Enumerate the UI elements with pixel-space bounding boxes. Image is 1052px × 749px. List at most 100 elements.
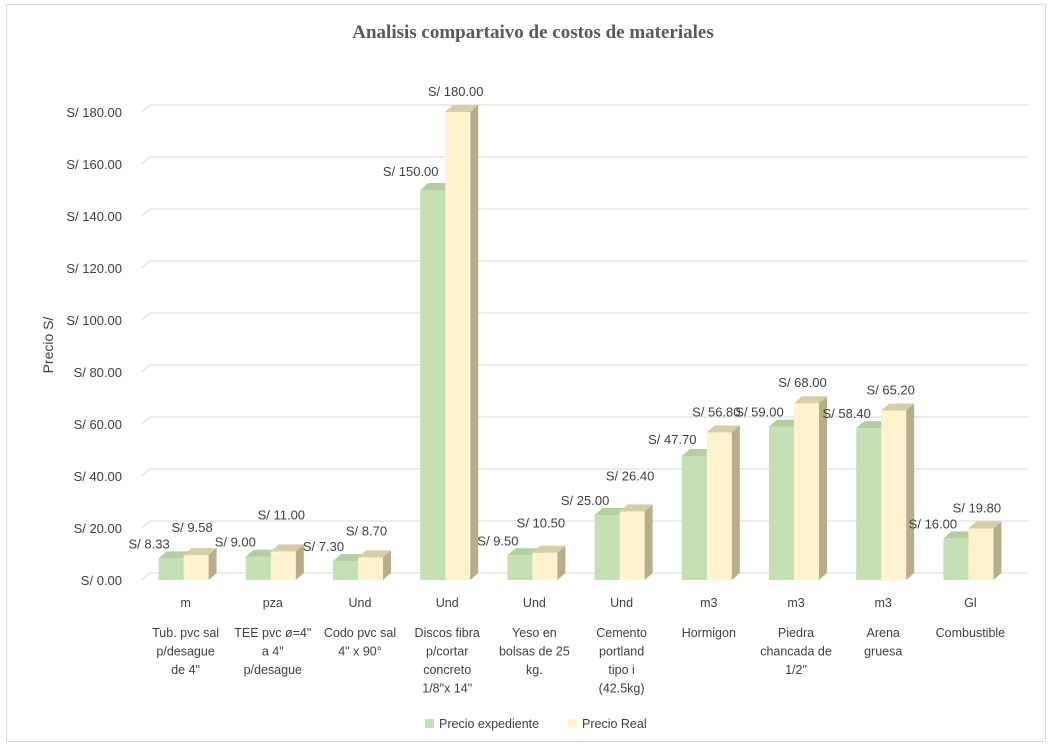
bar — [619, 511, 645, 580]
bar — [333, 561, 358, 580]
gridline-edge — [141, 416, 151, 425]
x-category-label: chancada de — [760, 645, 832, 659]
legend-label: Precio expediente — [439, 717, 539, 731]
legend-swatch — [425, 719, 434, 728]
x-unit-label: m — [180, 596, 190, 610]
bar-side — [557, 545, 566, 580]
x-category-label: Piedra — [778, 626, 814, 640]
x-category-label: p/desague — [244, 663, 302, 677]
data-label: S/ 68.00 — [778, 375, 826, 390]
bar-top — [943, 531, 977, 539]
bar-top — [158, 551, 192, 559]
data-label: S/ 65.20 — [866, 382, 914, 397]
bar — [183, 555, 209, 580]
bar-top — [881, 403, 915, 411]
bar-side — [644, 504, 653, 580]
bar — [681, 455, 707, 580]
x-category-label: tipo i — [608, 663, 634, 677]
bar-top — [420, 183, 454, 190]
bar — [445, 112, 471, 580]
bar-top — [968, 521, 1002, 529]
y-tick-label: S/ 80.00 — [74, 365, 122, 380]
bar — [420, 190, 446, 580]
gridline-edge — [141, 156, 151, 165]
data-label: S/ 7.30 — [303, 539, 344, 554]
data-label: S/ 11.00 — [258, 507, 305, 522]
bar — [856, 428, 882, 580]
bar-side — [383, 550, 391, 580]
data-label: S/ 25.00 — [561, 493, 609, 508]
gridline-edge — [141, 260, 151, 269]
bar-top — [183, 548, 217, 556]
bar-top — [333, 554, 366, 562]
chart-area — [6, 4, 1046, 742]
x-category-label: 1/2" — [785, 663, 807, 677]
x-unit-label: Und — [349, 596, 372, 610]
bar-top — [769, 419, 802, 427]
y-tick-label: S/ 60.00 — [74, 417, 122, 432]
x-category-label: de 4" — [171, 663, 200, 677]
x-axis-categories: m Tub. pvc sal p/desague de 4" pza TEE pvc ø=… — [152, 596, 1005, 696]
bar-top — [270, 544, 304, 552]
data-label: S/ 9.58 — [171, 520, 212, 535]
x-unit-label: Gl — [964, 596, 977, 610]
bar-side — [993, 521, 1002, 580]
x-category-label: kg. — [526, 663, 543, 677]
bar — [769, 426, 794, 580]
bar — [532, 552, 558, 580]
bar — [968, 528, 994, 580]
bar-top — [794, 396, 827, 404]
x-category-label: Combustible — [936, 626, 1006, 640]
x-category-label: p/desague — [156, 645, 214, 659]
bar — [270, 551, 296, 580]
x-category-label: Arena — [867, 626, 900, 640]
data-label: S/ 19.80 — [953, 501, 1001, 516]
x-category-label: Tub. pvc sal — [152, 626, 219, 640]
x-unit-label: pza — [263, 596, 283, 610]
y-tick-label: S/ 120.00 — [66, 261, 122, 276]
data-label: S/ 9.50 — [477, 533, 518, 548]
data-label: S/ 180.00 — [428, 84, 484, 99]
gridline-edge — [141, 572, 151, 581]
x-category-label: Hormigon — [682, 626, 736, 640]
y-tick-label: S/ 140.00 — [66, 209, 122, 224]
bar — [507, 555, 533, 580]
data-label: S/ 16.00 — [909, 516, 957, 531]
bar — [706, 432, 732, 580]
x-category-label: 4" x 90° — [338, 645, 382, 659]
bar — [245, 556, 271, 580]
gridline-edge — [141, 104, 151, 113]
y-tick-label: S/ 20.00 — [74, 521, 122, 536]
x-category-label: bolsas de 25 — [499, 645, 570, 659]
gridline-edge — [141, 312, 151, 321]
data-label: S/ 58.40 — [822, 406, 870, 421]
bar-top — [594, 508, 628, 515]
y-tick-label: S/ 180.00 — [66, 105, 122, 120]
data-label: S/ 59.00 — [735, 405, 783, 420]
legend: Precio expediente Precio Real — [425, 717, 647, 731]
bar-side — [470, 105, 479, 580]
bar-top — [681, 448, 715, 456]
y-tick-label: S/ 0.00 — [81, 573, 122, 588]
gridline-edge — [141, 468, 151, 477]
bar-side — [731, 425, 740, 580]
x-category-label: Cemento — [596, 626, 647, 640]
data-label: S/ 10.50 — [517, 516, 565, 531]
data-label: S/ 8.33 — [128, 536, 169, 551]
y-tick-label: S/ 40.00 — [74, 469, 122, 484]
data-label: S/ 9.00 — [215, 535, 256, 550]
legend-swatch — [568, 719, 577, 728]
bar — [943, 538, 969, 580]
bar-side — [906, 403, 915, 580]
data-label: S/ 26.40 — [606, 468, 654, 483]
data-labels: S/ 8.33S/ 9.58S/ 9.00S/ 11.00 S/ 7.30S/ 8… — [128, 84, 1001, 554]
x-category-label: 1/8"x 14" — [422, 682, 472, 696]
y-axis-ticks: S/ 0.00 S/ 20.00 S/ 40.00 S/ 60.00 S/ 80.00 S… — [66, 105, 122, 588]
data-label: S/ 150.00 — [383, 164, 439, 179]
bar-top — [245, 549, 279, 557]
x-category-label: Yeso en — [512, 626, 557, 640]
data-label: S/ 47.70 — [648, 432, 696, 447]
x-unit-label: Und — [436, 596, 459, 610]
bar — [594, 515, 620, 580]
